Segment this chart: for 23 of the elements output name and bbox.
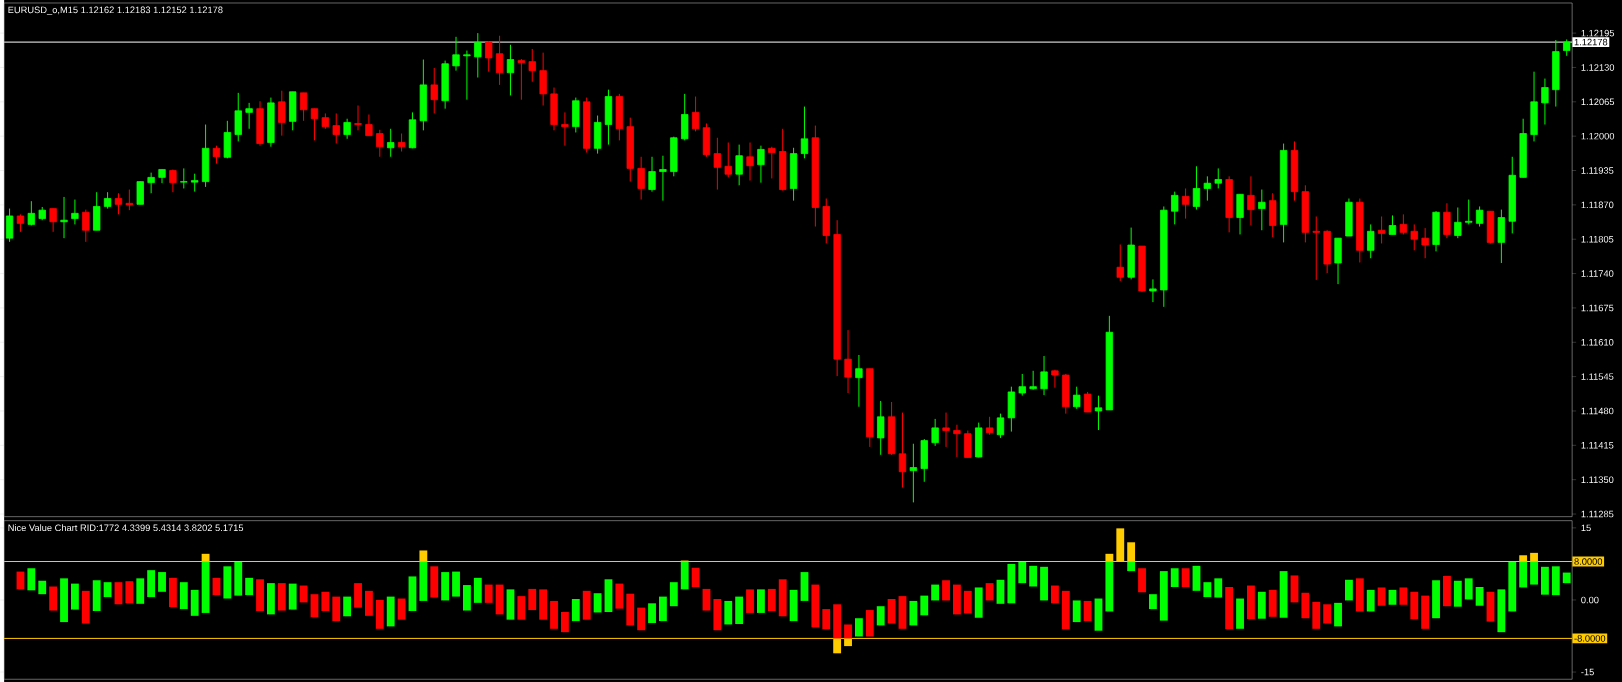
y-tick-label: 1.12065 xyxy=(1581,98,1615,105)
y-tick-label: -15 xyxy=(1581,668,1594,676)
ref-line-label: -8.0000 xyxy=(1574,635,1606,642)
y-tick-label: 1.11480 xyxy=(1581,407,1614,415)
y-tick-label: 1.11545 xyxy=(1581,373,1614,380)
ref-line-label: 1.12178 xyxy=(1574,38,1608,46)
chart-title: EURUSD_o,M15 1.12162 1.12183 1.12152 1.12178 xyxy=(8,6,223,15)
y-tick-label: 1.11415 xyxy=(1581,441,1614,449)
y-tick-label: 1.11350 xyxy=(1581,476,1614,483)
y-tick-label: 1.11740 xyxy=(1581,270,1614,277)
y-tick-label: 1.12195 xyxy=(1581,29,1615,37)
y-tick-label: 1.11870 xyxy=(1581,201,1614,209)
y-tick-label: 0.00 xyxy=(1581,596,1599,604)
chart-title: Nice Value Chart RID:1772 4.3399 5.4314 3.8202 5.1715 xyxy=(8,524,244,531)
y-tick-label: 1.11610 xyxy=(1581,338,1614,346)
y-tick-label: 1.12130 xyxy=(1581,64,1615,71)
y-tick-label: 1.11805 xyxy=(1581,235,1614,243)
ref-line-label: 8.0000 xyxy=(1574,558,1603,565)
y-tick-label: 1.11285 xyxy=(1581,510,1614,518)
y-tick-label: 1.11935 xyxy=(1581,167,1614,174)
y-tick-label: 15 xyxy=(1581,524,1591,531)
y-tick-label: 1.11675 xyxy=(1581,304,1614,312)
y-tick-label: 1.12000 xyxy=(1581,132,1615,140)
